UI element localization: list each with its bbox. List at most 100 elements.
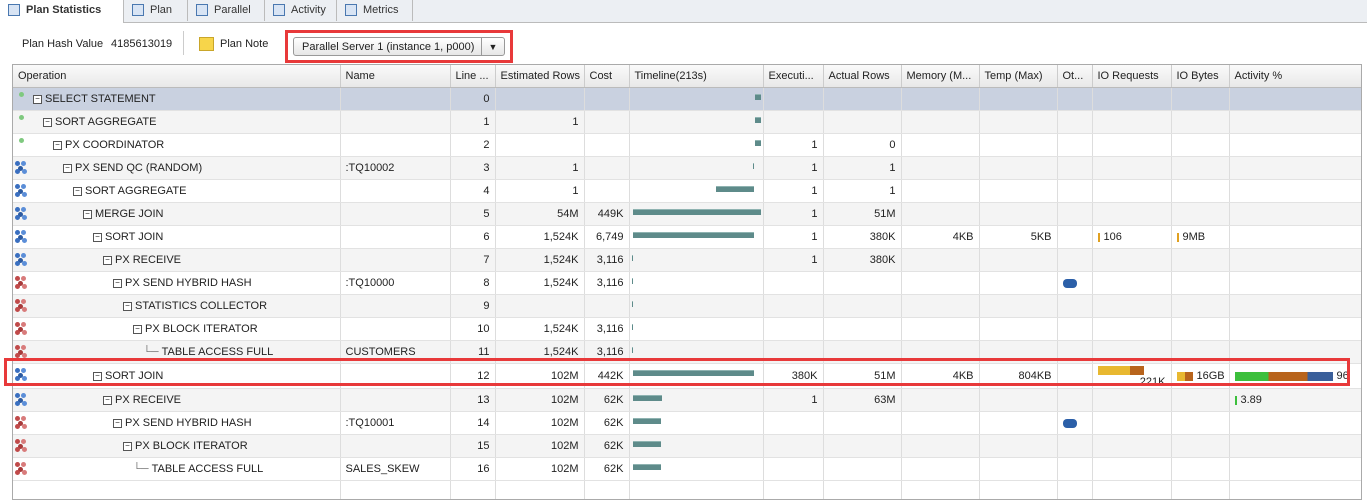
tree-toggle[interactable]: −: [103, 395, 112, 405]
tree-toggle[interactable]: −: [123, 301, 132, 311]
column-header[interactable]: Cost: [584, 65, 630, 88]
plan-row[interactable]: └─ TABLE ACCESS FULL CUSTOMERS 11 1,524K 3,11…: [13, 340, 1361, 364]
tree-toggle[interactable]: −: [123, 441, 132, 451]
tree-toggle[interactable]: −: [43, 117, 52, 127]
cell-memory: [901, 179, 980, 203]
plan-row[interactable]: − SORT JOIN 6 1,524K 6,749 1 380K 4KB 5KB 106 9MB: [13, 225, 1361, 249]
cell-cost: 6,749: [584, 225, 630, 249]
cell-text: SALES_SKEW: [345, 463, 420, 475]
column-header[interactable]: Name: [340, 65, 451, 88]
icon-dot: [21, 322, 26, 327]
cell-cost: [584, 179, 630, 203]
cell-memory: [901, 388, 980, 412]
row-icon: [15, 345, 29, 359]
icon-dot: [18, 258, 23, 263]
server-select[interactable]: Parallel Server 1 (instance 1, p000) ▼: [293, 37, 505, 56]
tree-toggle[interactable]: −: [93, 371, 102, 381]
plan-row[interactable]: − PX SEND QC (RANDOM):TQ10002 3 1 1 1: [13, 156, 1361, 180]
plan-row[interactable]: − PX BLOCK ITERATOR 10 1,524K 3,116: [13, 317, 1361, 341]
tree-toggle[interactable]: −: [93, 232, 102, 242]
tree-toggle[interactable]: −: [83, 209, 92, 219]
cell-est-rows: [495, 87, 585, 111]
cell-text: 1: [572, 162, 579, 174]
tree-toggle[interactable]: −: [33, 94, 42, 104]
plan-row[interactable]: − PX COORDINATOR 2 1 0: [13, 133, 1361, 157]
binoculars-icon[interactable]: [1062, 418, 1077, 428]
tree-toggle[interactable]: −: [113, 278, 122, 288]
icon-dot: [18, 467, 23, 472]
column-header[interactable]: Temp (Max): [979, 65, 1058, 88]
cell-text: PX BLOCK ITERATOR: [145, 323, 258, 335]
column-header[interactable]: Memory (M...: [901, 65, 980, 88]
icon-dot: [18, 444, 23, 449]
tab-label: Parallel: [214, 4, 251, 16]
row-icon: [15, 299, 29, 313]
plan-row[interactable]: − PX BLOCK ITERATOR 15 102M 62K: [13, 434, 1361, 458]
column-header[interactable]: Line ...: [450, 65, 496, 88]
icon-dot: [22, 192, 27, 197]
empty-cell: [1171, 480, 1230, 499]
plan-note[interactable]: Plan Note: [220, 38, 269, 50]
plan-row[interactable]: − PX SEND HYBRID HASH:TQ10001 14 102M 62K: [13, 411, 1361, 435]
cell-cost: [584, 110, 630, 134]
cell-io-bytes: [1171, 156, 1230, 180]
tree-toggle[interactable]: −: [73, 186, 82, 196]
column-header[interactable]: IO Requests: [1092, 65, 1172, 88]
plan-row[interactable]: − PX RECEIVE 13 102M 62K 1 63M 3.89: [13, 388, 1361, 412]
cell-operation: − STATISTICS COLLECTOR: [13, 294, 341, 318]
tab[interactable]: Parallel: [188, 0, 265, 21]
tree-toggle[interactable]: −: [63, 163, 72, 173]
plan-table: Operation Name Line ... Estimated Rows Cost T…: [12, 64, 1362, 500]
tab[interactable]: Activity: [265, 0, 337, 21]
tree-toggle[interactable]: −: [133, 324, 142, 334]
column-header[interactable]: Activity %: [1229, 65, 1361, 88]
row-icon: [15, 416, 29, 430]
cell-text: 1: [889, 185, 896, 197]
column-header[interactable]: IO Bytes: [1171, 65, 1230, 88]
plan-row[interactable]: − SORT JOIN 12 102M 442K 380K 51M 4KB 804KB 221K 1…: [13, 363, 1361, 389]
column-header[interactable]: Estimated Rows: [495, 65, 585, 88]
cell-text: 8: [483, 277, 490, 289]
server-select-text: Parallel Server 1 (instance 1, p000): [302, 41, 475, 53]
cell-est-rows: [495, 294, 585, 318]
column-header[interactable]: Timeline(213s): [629, 65, 764, 88]
activity-bar: [1234, 395, 1237, 405]
plan-row[interactable]: − SORT AGGREGATE 4 1 1 1: [13, 179, 1361, 203]
cell-actual-rows: [823, 411, 902, 435]
timeline-bar: [632, 441, 661, 447]
empty-cell: [450, 480, 496, 499]
plan-row[interactable]: └─ TABLE ACCESS FULL SALES_SKEW 16 102M 62K: [13, 457, 1361, 481]
plan-row[interactable]: − MERGE JOIN 5 54M 449K 1 51M: [13, 202, 1361, 226]
dropdown-arrow[interactable]: ▼: [481, 38, 504, 55]
cell-operation: − PX BLOCK ITERATOR: [13, 434, 341, 458]
tab[interactable]: Metrics: [337, 0, 413, 21]
tab-bar: Plan Statistics Plan Parallel Activity Metri…: [0, 0, 1367, 23]
cell-cost: 3,116: [584, 248, 630, 272]
cell-io-requests: [1092, 434, 1172, 458]
plan-row[interactable]: − STATISTICS COLLECTOR 9: [13, 294, 1361, 318]
plan-row[interactable]: − PX RECEIVE 7 1,524K 3,116 1 380K: [13, 248, 1361, 272]
plan-row[interactable]: − SORT AGGREGATE 1 1: [13, 110, 1361, 134]
tree-toggle[interactable]: −: [113, 418, 122, 428]
column-header[interactable]: Ot...: [1057, 65, 1093, 88]
cell-text: PX SEND HYBRID HASH: [125, 417, 252, 429]
cell-actual-rows: 380K: [823, 225, 902, 249]
tab[interactable]: Plan Statistics: [0, 0, 124, 23]
column-header[interactable]: Operation: [13, 65, 341, 88]
plan-row[interactable]: − PX SEND HYBRID HASH:TQ10000 8 1,524K 3,116: [13, 271, 1361, 295]
cell-actual-rows: [823, 294, 902, 318]
tab[interactable]: Plan: [124, 0, 188, 21]
tree-toggle[interactable]: −: [53, 140, 62, 150]
cell-cost: 62K: [584, 411, 630, 435]
plan-row[interactable]: − SELECT STATEMENT 0: [13, 87, 1361, 111]
tree-toggle[interactable]: −: [103, 255, 112, 265]
column-header[interactable]: Actual Rows: [823, 65, 902, 88]
cell-text: SORT AGGREGATE: [85, 185, 187, 197]
column-header[interactable]: Executi...: [763, 65, 824, 88]
cell-memory: [901, 133, 980, 157]
cell-text: PX COORDINATOR: [65, 139, 165, 151]
cell-io-requests: [1092, 87, 1172, 111]
binoculars-icon[interactable]: [1062, 278, 1077, 288]
cell-text: 102M: [550, 394, 579, 406]
cell-text: PX RECEIVE: [115, 254, 182, 266]
